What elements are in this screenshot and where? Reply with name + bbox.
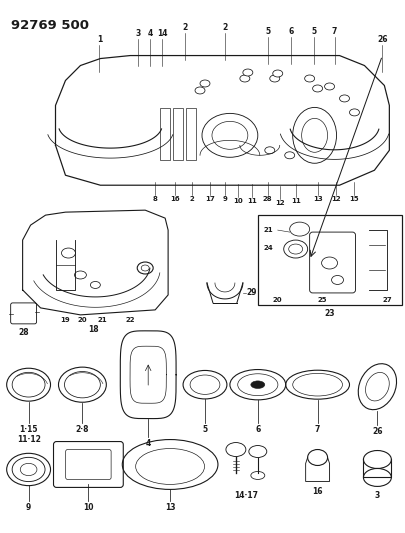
Text: 25: 25	[318, 297, 327, 303]
Text: 10: 10	[233, 198, 243, 204]
Ellipse shape	[243, 69, 253, 76]
Text: 19: 19	[61, 317, 70, 323]
Bar	[258, 215, 402, 305]
Text: 23: 23	[324, 309, 335, 318]
Text: 5: 5	[265, 27, 271, 36]
Text: 9: 9	[222, 196, 227, 202]
Ellipse shape	[265, 147, 275, 154]
Text: 17: 17	[205, 196, 215, 202]
Text: 16: 16	[312, 487, 323, 496]
Text: 2: 2	[190, 196, 194, 202]
Text: 11: 11	[291, 198, 301, 204]
Ellipse shape	[62, 248, 75, 258]
Ellipse shape	[305, 75, 315, 82]
Ellipse shape	[200, 80, 210, 87]
Text: 6: 6	[288, 27, 293, 36]
Text: 16: 16	[170, 196, 180, 202]
Text: 3: 3	[375, 491, 380, 500]
Text: 2: 2	[182, 22, 188, 31]
Text: 11·12: 11·12	[17, 434, 40, 443]
Ellipse shape	[339, 95, 350, 102]
Text: 11: 11	[247, 198, 257, 204]
Text: 1·15: 1·15	[19, 425, 38, 433]
Ellipse shape	[350, 109, 360, 116]
Text: 8: 8	[153, 196, 158, 202]
Text: 13: 13	[313, 196, 322, 202]
Text: 92769 500: 92769 500	[11, 19, 89, 31]
Ellipse shape	[195, 87, 205, 94]
Text: 26: 26	[372, 426, 383, 435]
Text: 7: 7	[332, 27, 337, 36]
Ellipse shape	[240, 75, 250, 82]
Text: 4: 4	[145, 439, 151, 448]
Text: 3: 3	[136, 29, 141, 38]
Ellipse shape	[251, 381, 265, 389]
Text: 13: 13	[165, 503, 175, 512]
Bar	[160, 108, 170, 160]
Text: 7: 7	[315, 425, 320, 433]
Ellipse shape	[251, 472, 265, 480]
Ellipse shape	[90, 281, 100, 288]
Text: 24: 24	[264, 245, 273, 251]
Text: 5: 5	[202, 425, 207, 433]
Text: 12: 12	[275, 200, 285, 206]
Text: 28: 28	[18, 328, 29, 337]
Text: 21: 21	[98, 317, 107, 323]
Text: 27: 27	[383, 297, 392, 303]
Ellipse shape	[332, 276, 343, 285]
Text: 2·8: 2·8	[76, 425, 89, 433]
Text: 1: 1	[97, 35, 102, 44]
Text: 4: 4	[147, 29, 153, 38]
Text: 20: 20	[78, 317, 87, 323]
Ellipse shape	[270, 75, 280, 82]
Bar	[173, 108, 183, 160]
Text: 6: 6	[255, 425, 260, 433]
Text: 12: 12	[331, 196, 340, 202]
Text: 26: 26	[377, 35, 388, 44]
Text: 9: 9	[26, 503, 31, 512]
Ellipse shape	[285, 152, 295, 159]
Text: 28: 28	[263, 196, 273, 202]
Text: 22: 22	[126, 317, 135, 323]
Text: 18: 18	[88, 325, 99, 334]
Ellipse shape	[324, 83, 335, 90]
Ellipse shape	[322, 257, 337, 269]
Bar	[186, 108, 196, 160]
Text: 2: 2	[222, 22, 228, 31]
Text: 10: 10	[83, 503, 94, 512]
Text: 5: 5	[311, 27, 316, 36]
Text: 14·17: 14·17	[234, 491, 258, 500]
Text: 15: 15	[350, 196, 359, 202]
Text: 29: 29	[247, 288, 257, 297]
Text: 21: 21	[264, 227, 273, 233]
Ellipse shape	[273, 70, 283, 77]
Text: 20: 20	[273, 297, 283, 303]
Text: 14: 14	[157, 29, 167, 38]
Ellipse shape	[313, 85, 323, 92]
